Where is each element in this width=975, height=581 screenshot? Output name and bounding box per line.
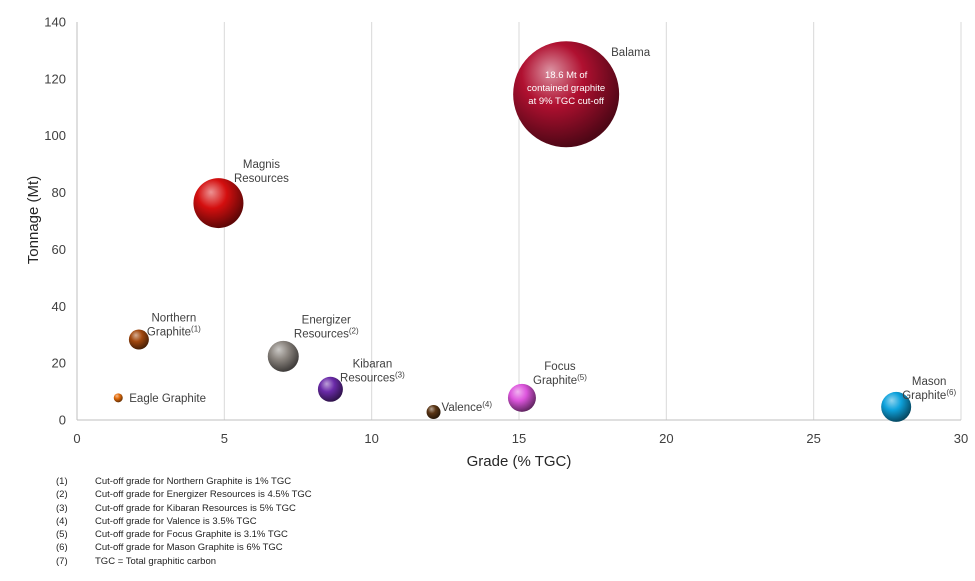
footnote-4: (4) Cut-off grade for Valence is 3.5% TGC <box>56 515 312 528</box>
footnote-7: (7) TGC = Total graphitic carbon <box>56 555 312 568</box>
bubble-annotation-line: at 9% TGC cut-off <box>528 96 604 107</box>
bubble-valence <box>426 405 441 420</box>
y-tick-label: 120 <box>44 71 66 86</box>
tick-labels: 0 5 10 15 20 25 30 0 20 40 60 80 100 120 140 <box>44 15 968 447</box>
x-tick-label: 10 <box>364 431 378 446</box>
footnote-text: Cut-off grade for Mason Graphite is 6% T… <box>95 542 283 554</box>
point-label-mason: Mason Graphite(6) <box>902 376 956 402</box>
footnote-number: (6) <box>56 542 68 554</box>
point-label-northern: Northern Graphite(1) <box>147 313 201 339</box>
point-label-focus: Focus Graphite(5) <box>533 361 587 387</box>
bubble-magnis <box>193 178 244 229</box>
y-tick-label: 100 <box>44 128 66 143</box>
y-axis-title: Tonnage (Mt) <box>25 176 42 264</box>
footnote-text: Cut-off grade for Valence is 3.5% TGC <box>95 515 257 527</box>
point-labels: 18.6 Mt of contained graphite at 9% TGC cu… <box>129 47 956 414</box>
footnotes: (1) Cut-off grade for Northern Graphite i… <box>56 475 312 568</box>
footnote-text: Cut-off grade for Northern Graphite is 1… <box>95 476 292 487</box>
y-tick-label: 140 <box>44 15 66 30</box>
x-tick-label: 20 <box>659 431 673 446</box>
bubbles <box>113 41 912 422</box>
footnote-2: (2) Cut-off grade for Energizer Resources… <box>56 488 312 501</box>
x-tick-label: 15 <box>512 431 526 446</box>
y-tick-label: 0 <box>59 413 66 428</box>
footnote-5: (5) Cut-off grade for Focus Graphite is 3… <box>56 528 312 541</box>
point-label-magnis: Magnis Resources <box>234 159 289 185</box>
y-tick-label: 80 <box>52 185 66 200</box>
footnote-6: (6) Cut-off grade for Mason Graphite is 6… <box>56 541 312 554</box>
bubble-focus <box>507 383 536 412</box>
bubble-annotation-line: 18.6 Mt of <box>545 70 588 81</box>
footnote-number: (1) <box>56 476 68 487</box>
footnote-text: Cut-off grade for Energizer Resources is… <box>95 489 312 501</box>
point-label-balama: Balama <box>611 47 651 59</box>
y-tick-label: 20 <box>52 356 66 371</box>
footnote-1: (1) Cut-off grade for Northern Graphite i… <box>56 475 312 488</box>
footnote-text: Cut-off grade for Focus Graphite is 3.1%… <box>95 529 288 541</box>
footnote-number: (7) <box>56 555 68 567</box>
footnote-number: (2) <box>56 489 68 501</box>
bubble-kibaran <box>317 376 343 402</box>
y-tick-label: 60 <box>52 242 66 257</box>
point-label-kibaran: Kibaran Resources(3) <box>340 358 405 384</box>
bubble-eagle <box>113 393 123 403</box>
bubble-energizer <box>267 340 299 372</box>
y-tick-label: 40 <box>52 299 66 314</box>
footnote-text: Cut-off grade for Kibaran Resources is 5… <box>95 502 296 514</box>
footnote-number: (4) <box>56 515 68 527</box>
axes <box>76 22 961 421</box>
bubble-chart: 0 5 10 15 20 25 30 0 20 40 60 80 100 120 140 18.6 Mt o… <box>25 15 968 471</box>
footnote-number: (5) <box>56 529 68 541</box>
x-tick-label: 30 <box>954 431 968 446</box>
x-tick-label: 5 <box>221 431 228 446</box>
bubble-annotation-line: contained graphite <box>527 83 605 94</box>
bubble-mason <box>881 391 912 422</box>
point-label-eagle: Eagle Graphite <box>129 393 206 405</box>
point-label-valence: Valence(4) <box>442 400 493 414</box>
footnote-number: (3) <box>56 502 68 514</box>
x-tick-label: 25 <box>806 431 820 446</box>
point-label-energizer: Energizer Resources(2) <box>294 314 359 340</box>
x-tick-label: 0 <box>73 431 80 446</box>
footnote-text: TGC = Total graphitic carbon <box>95 555 217 567</box>
footnote-3: (3) Cut-off grade for Kibaran Resources i… <box>56 502 312 515</box>
x-axis-title: Grade (% TGC) <box>467 453 572 470</box>
bubble-northern <box>128 329 149 350</box>
bubble-balama <box>513 41 620 148</box>
